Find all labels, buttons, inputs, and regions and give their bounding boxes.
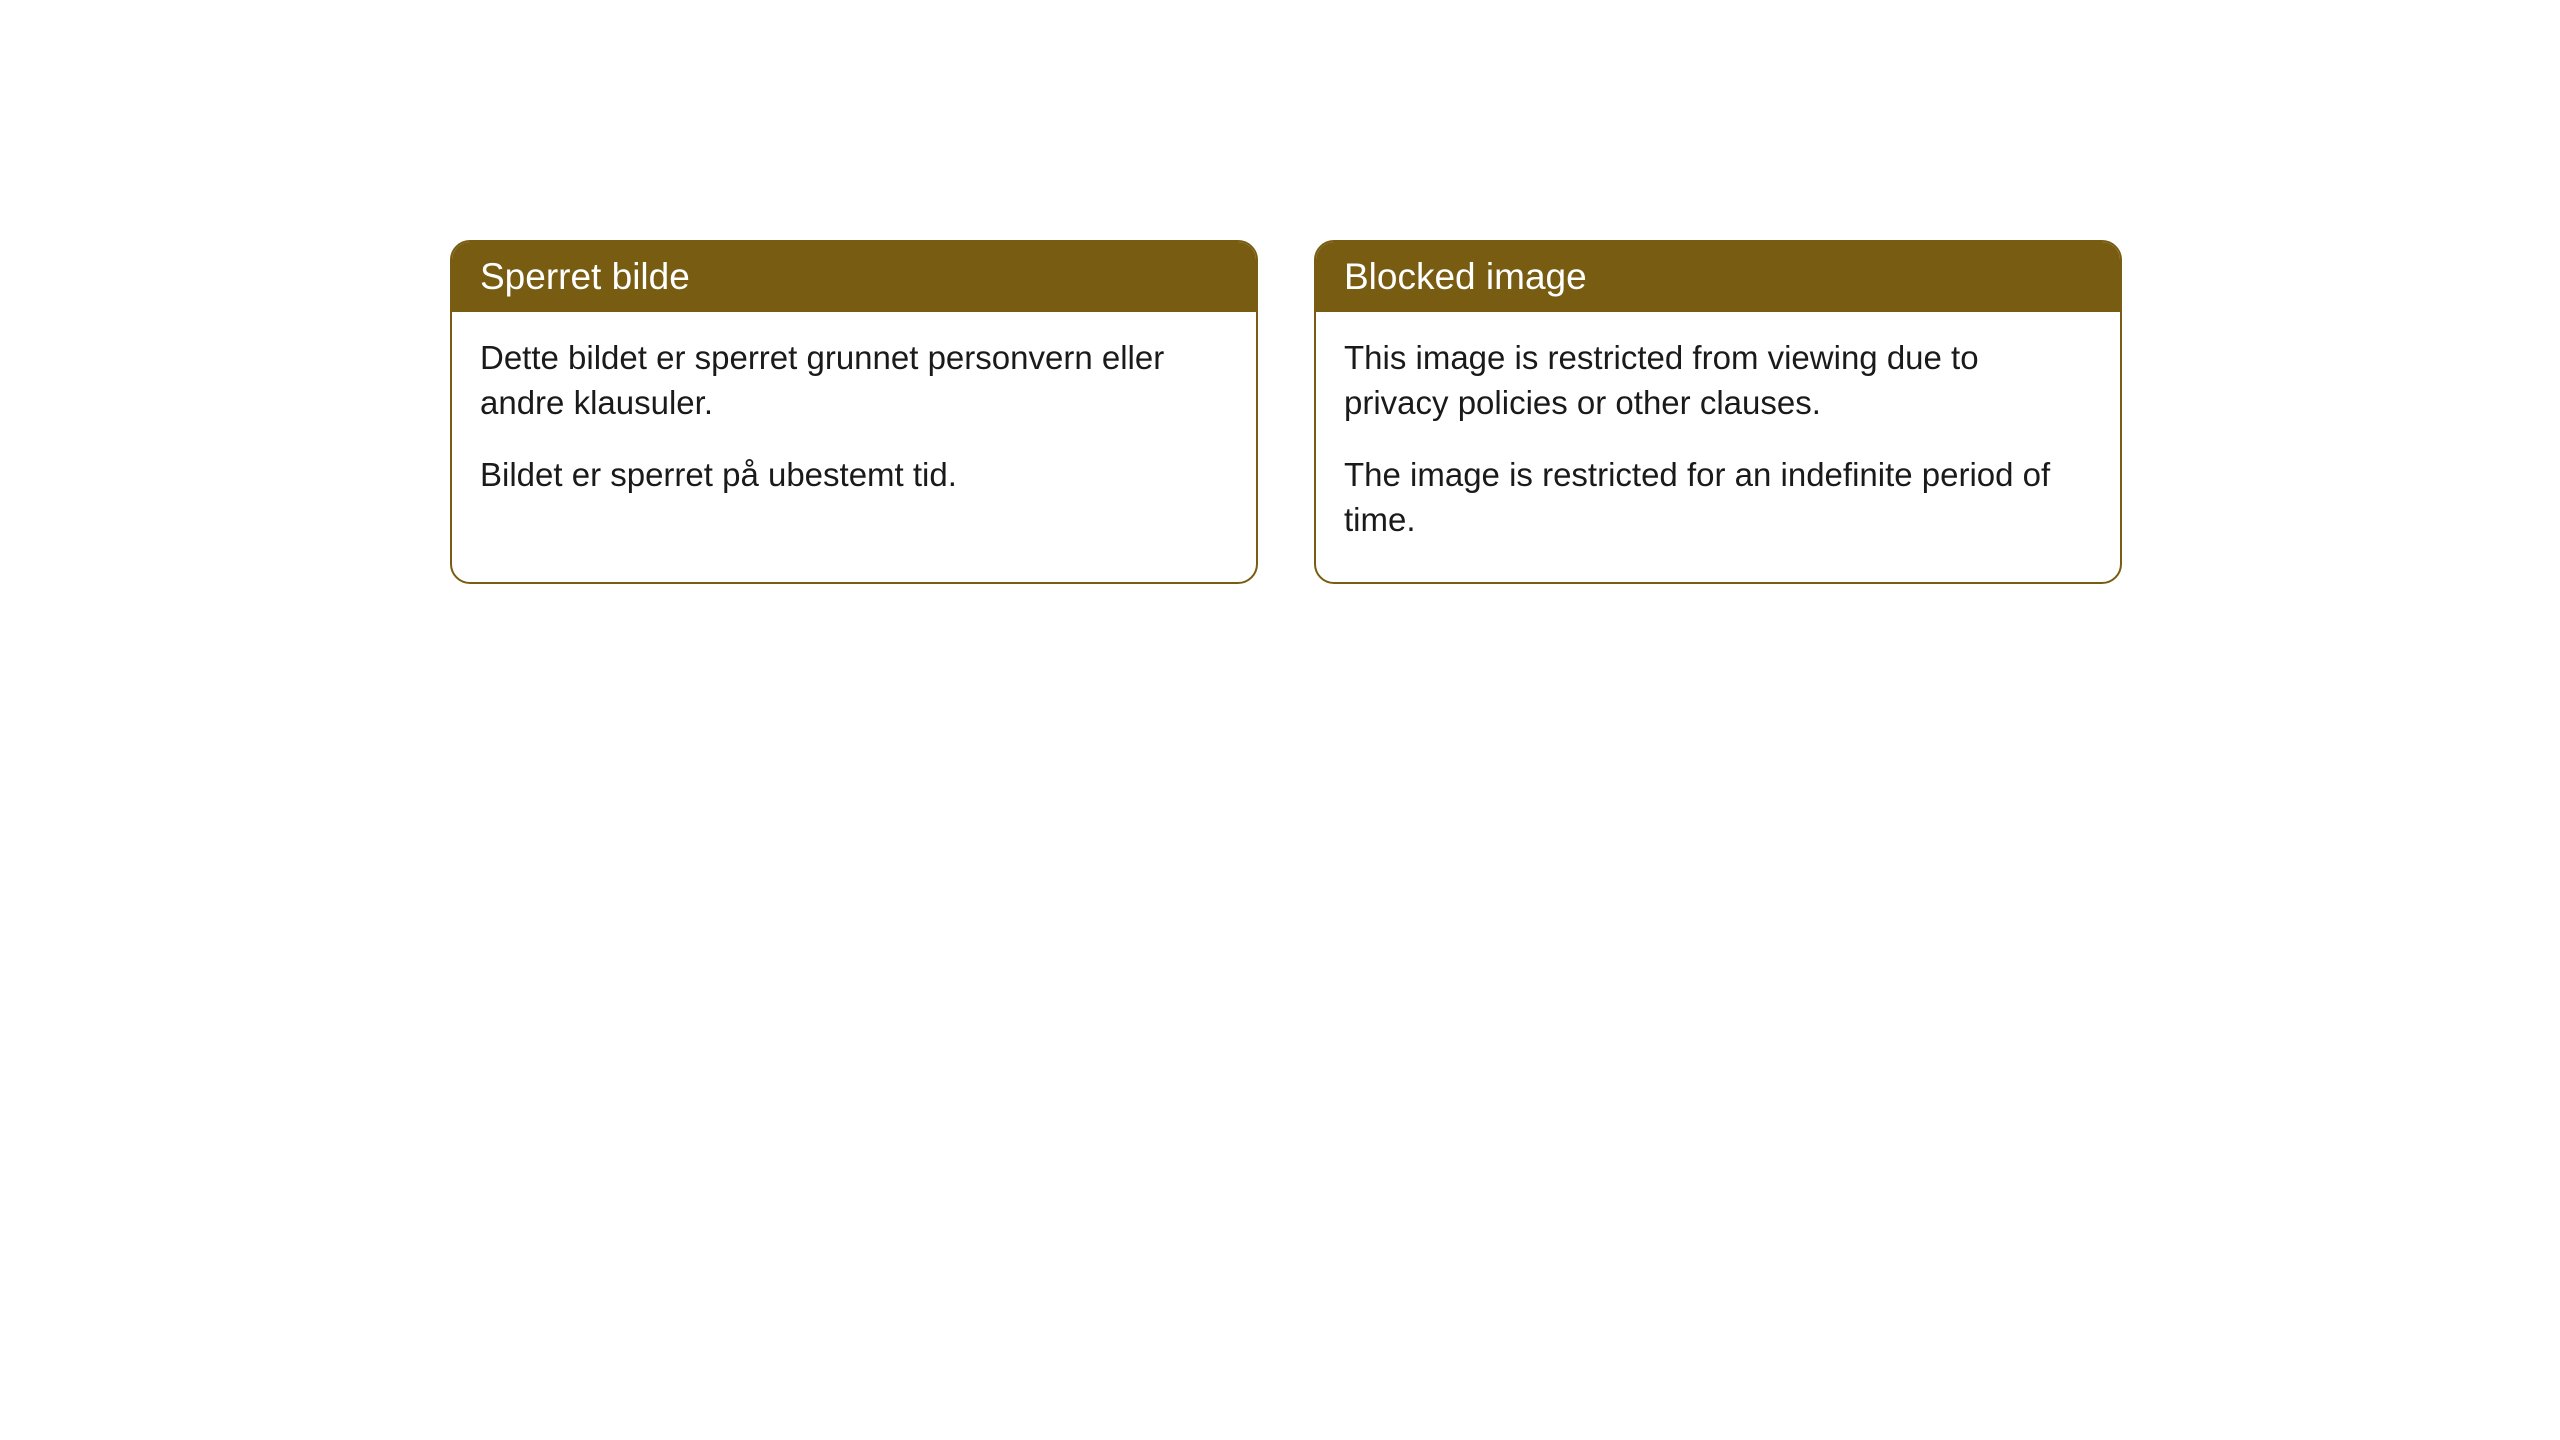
card-title-norwegian: Sperret bilde [480,256,690,297]
notice-card-norwegian: Sperret bilde Dette bildet er sperret gr… [450,240,1258,584]
card-title-english: Blocked image [1344,256,1587,297]
card-header-norwegian: Sperret bilde [452,242,1256,312]
card-text-english-1: This image is restricted from viewing du… [1344,336,2092,425]
card-header-english: Blocked image [1316,242,2120,312]
card-body-norwegian: Dette bildet er sperret grunnet personve… [452,312,1256,538]
card-text-norwegian-2: Bildet er sperret på ubestemt tid. [480,453,1228,498]
notice-cards-container: Sperret bilde Dette bildet er sperret gr… [450,240,2122,584]
card-body-english: This image is restricted from viewing du… [1316,312,2120,582]
notice-card-english: Blocked image This image is restricted f… [1314,240,2122,584]
card-text-norwegian-1: Dette bildet er sperret grunnet personve… [480,336,1228,425]
card-text-english-2: The image is restricted for an indefinit… [1344,453,2092,542]
